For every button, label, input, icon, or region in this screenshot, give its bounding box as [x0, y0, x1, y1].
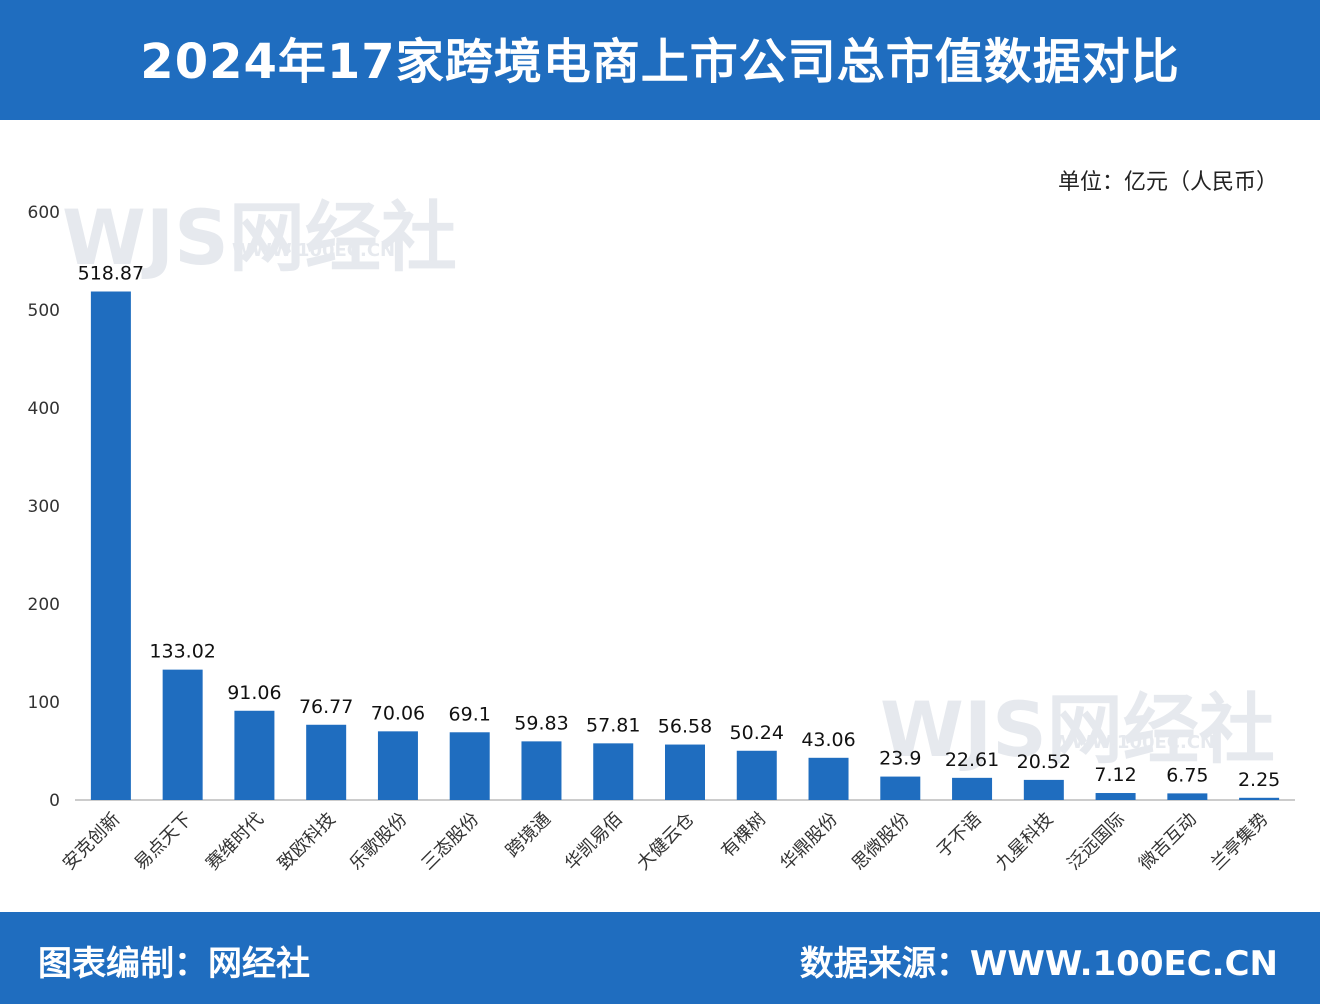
chart-header: 2024年17家跨境电商上市公司总市值数据对比	[0, 0, 1320, 120]
x-tick-label: 跨境通	[502, 809, 555, 862]
y-tick-label: 500	[28, 301, 60, 321]
x-tick-label: 有棵树	[717, 809, 770, 862]
data-label: 43.06	[801, 729, 855, 751]
data-label: 50.24	[730, 722, 784, 744]
bar	[449, 732, 490, 800]
bar	[952, 777, 993, 800]
y-tick-label: 200	[28, 595, 60, 615]
data-label: 7.12	[1094, 764, 1136, 786]
data-label: 20.52	[1017, 751, 1071, 773]
x-tick-label: 大健云仓	[633, 809, 699, 875]
data-label: 6.75	[1166, 764, 1208, 786]
watermark-url: WWW.100EC.CN	[232, 240, 396, 261]
x-tick-label: 华凯易佰	[561, 809, 627, 875]
bar	[521, 741, 562, 800]
chart-title: 2024年17家跨境电商上市公司总市值数据对比	[140, 34, 1180, 90]
x-tick-label: 兰亭集势	[1207, 809, 1273, 875]
watermark-logo: WJS网经社	[62, 193, 457, 282]
bar	[593, 743, 634, 800]
x-tick-label: 致欧科技	[274, 809, 340, 875]
bar	[162, 669, 203, 800]
y-tick-label: 400	[28, 399, 60, 419]
bar	[1095, 793, 1136, 800]
bar	[736, 750, 777, 800]
bar	[90, 291, 131, 800]
bar	[808, 757, 849, 800]
data-label: 133.02	[149, 641, 215, 663]
bar	[880, 776, 921, 800]
x-tick-label: 易点天下	[130, 809, 196, 875]
data-label: 69.1	[449, 703, 491, 725]
data-label: 91.06	[227, 682, 281, 704]
x-tick-label: 乐歌股份	[346, 809, 412, 875]
unit-label: 单位：亿元（人民币）	[1057, 170, 1278, 195]
bar	[234, 710, 275, 800]
x-tick-label: 泛远国际	[1063, 809, 1129, 875]
y-tick-label: 0	[49, 791, 60, 811]
chart-footer: 图表编制：网经社 数据来源：WWW.100EC.CN	[0, 912, 1320, 1004]
data-label: 70.06	[371, 702, 425, 724]
data-label: 23.9	[879, 748, 921, 770]
watermark-logo: WJS网经社	[880, 685, 1275, 774]
y-tick-label: 600	[28, 203, 60, 223]
bar	[306, 724, 347, 800]
x-tick-label: 思微股份	[848, 809, 914, 875]
data-label: 22.61	[945, 749, 999, 771]
x-tick-label: 赛维时代	[202, 809, 268, 875]
x-tick-label: 九星科技	[992, 809, 1058, 875]
data-label: 518.87	[78, 263, 144, 285]
y-tick-label: 100	[28, 693, 60, 713]
bar	[1023, 779, 1064, 800]
bar	[1167, 793, 1208, 800]
x-tick-label: 微吉互动	[1135, 809, 1201, 875]
bar	[377, 731, 418, 800]
y-tick-label: 300	[28, 497, 60, 517]
x-tick-label: 华鼎股份	[776, 809, 842, 875]
x-tick-label: 三态股份	[417, 809, 483, 875]
x-tick-label: 子不语	[933, 809, 986, 862]
x-tick-label: 安克创新	[59, 809, 125, 875]
data-label: 57.81	[586, 714, 640, 736]
data-label: 59.83	[514, 712, 568, 734]
data-label: 56.58	[658, 716, 712, 738]
watermark-url: WWW.100EC.CN	[1052, 732, 1216, 753]
bar	[1239, 797, 1280, 800]
footer-credit: 图表编制：网经社	[38, 944, 310, 984]
data-label: 2.25	[1238, 769, 1280, 791]
data-label: 76.77	[299, 696, 353, 718]
footer-source: 数据来源：WWW.100EC.CN	[799, 944, 1278, 984]
bar	[665, 744, 705, 800]
